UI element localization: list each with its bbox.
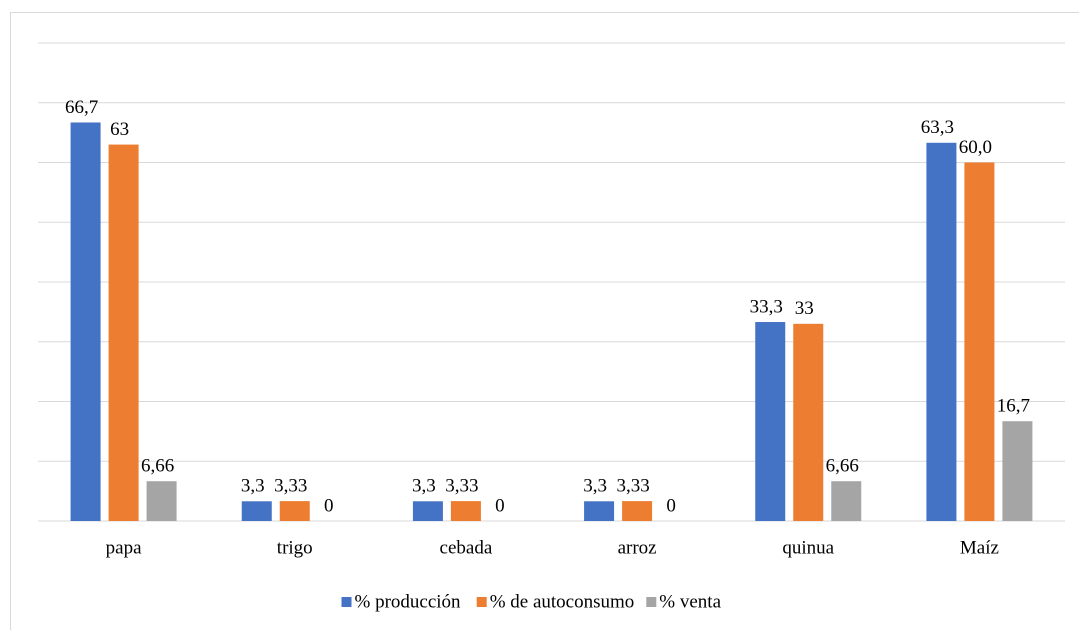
bar	[584, 501, 615, 521]
x-tick-label: quinua	[782, 537, 834, 558]
data-label: 3,33	[274, 475, 307, 496]
bar	[1002, 421, 1033, 521]
data-label: 66,7	[65, 97, 98, 118]
data-label: 60,0	[959, 137, 992, 158]
data-label: 3,3	[583, 476, 607, 497]
data-label: 3,33	[445, 475, 478, 496]
data-label: 6,66	[141, 456, 174, 477]
data-label: 63,3	[921, 117, 954, 138]
data-label: 16,7	[997, 396, 1030, 417]
data-label: 0	[495, 495, 505, 516]
data-label: 63	[110, 119, 129, 140]
x-tick-label: Maíz	[960, 537, 999, 558]
data-label: 3,33	[616, 475, 649, 496]
legend-swatch	[646, 597, 657, 607]
data-label: 33	[795, 298, 814, 319]
x-tick-label: papa	[106, 537, 142, 558]
legend-swatch	[341, 597, 352, 607]
legend-label: % producción	[355, 591, 462, 612]
bar	[622, 501, 653, 521]
data-label: 3,3	[241, 476, 265, 497]
legend-label: % venta	[659, 591, 721, 612]
bar	[793, 323, 824, 521]
bar	[755, 322, 786, 521]
bar	[964, 162, 995, 521]
data-label: 3,3	[412, 476, 436, 497]
data-label: 33,3	[750, 296, 783, 317]
x-tick-label: arroz	[618, 537, 657, 558]
x-tick-label: cebada	[440, 537, 493, 558]
data-label: 0	[324, 495, 334, 516]
bar	[241, 501, 272, 521]
bar	[450, 501, 481, 521]
chart-frame	[10, 12, 1079, 630]
bar	[412, 501, 443, 521]
data-label: 0	[666, 495, 676, 516]
legend-label: % de autoconsumo	[490, 591, 635, 612]
legend-swatch	[476, 597, 487, 607]
bar	[831, 481, 862, 521]
bar	[108, 144, 139, 521]
bar	[70, 122, 101, 521]
data-label: 6,66	[826, 456, 859, 477]
x-tick-label: trigo	[277, 537, 313, 558]
bar	[926, 142, 957, 521]
bar	[279, 501, 310, 521]
bar	[146, 481, 177, 521]
